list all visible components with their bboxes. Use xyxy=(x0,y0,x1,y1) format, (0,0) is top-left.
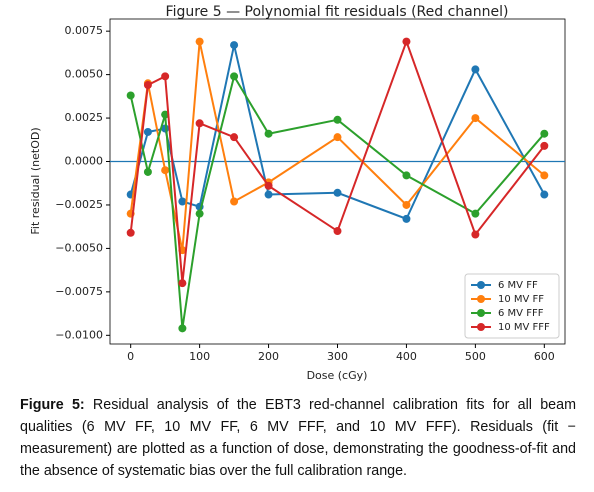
data-point xyxy=(471,114,480,123)
legend-box xyxy=(464,273,560,339)
legend: 6 MV FF 10 MV FF 6 MV FFF 10 MV FFF xyxy=(464,273,560,339)
data-point xyxy=(471,65,480,74)
data-point xyxy=(333,188,342,197)
series-line xyxy=(129,38,546,284)
data-point xyxy=(230,197,239,206)
data-point xyxy=(195,119,204,128)
data-point xyxy=(402,214,411,223)
data-point xyxy=(402,37,411,46)
caption-label: Figure 5: xyxy=(20,397,85,413)
data-point xyxy=(143,127,152,136)
data-point xyxy=(161,72,170,81)
x-tick-label: 500 xyxy=(465,350,486,363)
y-tick-label: −0.0050 xyxy=(55,241,103,254)
legend-label: 6 MV FFF xyxy=(498,308,544,319)
data-point xyxy=(161,166,170,175)
data-point xyxy=(195,37,204,46)
chart-title: Figure 5 — Polynomial fit residuals (Red… xyxy=(166,4,509,20)
x-tick-label: 600 xyxy=(534,350,555,363)
data-point xyxy=(230,72,239,81)
y-tick-label: 0.0050 xyxy=(65,68,104,81)
data-point xyxy=(540,141,549,150)
data-point xyxy=(161,110,170,119)
data-point xyxy=(264,190,273,199)
legend-label: 6 MV FF xyxy=(498,280,538,291)
chart: Figure 5 — Polynomial fit residuals (Red… xyxy=(29,4,566,382)
data-point xyxy=(333,133,342,142)
y-tick-label: −0.0025 xyxy=(55,198,103,211)
data-point xyxy=(230,133,239,142)
data-point xyxy=(178,279,187,288)
data-point xyxy=(143,167,152,176)
x-tick-label: 200 xyxy=(258,350,279,363)
legend-label: 10 MV FFF xyxy=(498,322,550,333)
legend-label: 10 MV FF xyxy=(498,294,544,305)
data-point xyxy=(402,171,411,180)
y-tick-label: 0.0025 xyxy=(65,111,104,124)
data-point xyxy=(540,190,549,199)
data-point xyxy=(195,209,204,218)
x-tick-label: 0 xyxy=(127,350,134,363)
caption: Figure 5: Residual analysis of the EBT3 … xyxy=(20,394,576,486)
data-point xyxy=(126,228,135,237)
series-line xyxy=(129,41,545,251)
data-point xyxy=(333,227,342,236)
x-axis-label: Dose (cGy) xyxy=(307,369,368,382)
legend-marker xyxy=(477,295,485,303)
data-point xyxy=(230,41,239,50)
caption-text: Residual analysis of the EBT3 red-channe… xyxy=(20,397,576,479)
data-point xyxy=(333,115,342,124)
data-point xyxy=(540,171,549,180)
data-point xyxy=(178,197,187,206)
data-point xyxy=(540,129,549,138)
legend-marker xyxy=(477,323,485,331)
x-tick-label: 400 xyxy=(396,350,417,363)
x-tick-label: 100 xyxy=(189,350,210,363)
data-point xyxy=(471,230,480,239)
data-point xyxy=(264,181,273,190)
data-point xyxy=(126,91,135,100)
y-tick-label: 0.0075 xyxy=(65,24,104,37)
x-tick-label: 300 xyxy=(327,350,348,363)
y-tick-label: −0.0100 xyxy=(55,328,103,341)
data-point xyxy=(471,209,480,218)
legend-marker xyxy=(477,309,485,317)
y-tick-label: −0.0075 xyxy=(55,285,103,298)
data-point xyxy=(402,200,411,209)
legend-marker xyxy=(477,281,485,289)
y-tick-label: 0.0000 xyxy=(65,155,104,168)
data-point xyxy=(143,81,152,90)
y-axis-label: Fit residual (netOD) xyxy=(29,127,42,234)
data-point xyxy=(264,129,273,138)
data-point xyxy=(178,324,187,333)
